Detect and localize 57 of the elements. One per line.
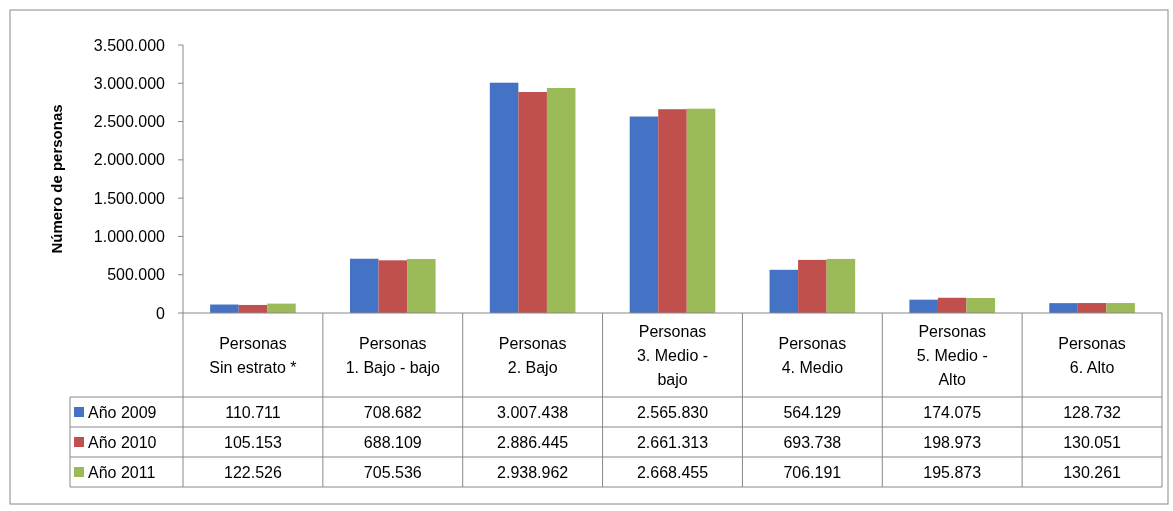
data-label: 130.261 <box>1063 463 1122 481</box>
y-tick-label: 1.000.000 <box>93 228 166 246</box>
y-tick-label: 3.500.000 <box>93 36 166 54</box>
data-label: 3.007.438 <box>497 403 569 421</box>
bar <box>546 87 576 313</box>
data-label: 708.682 <box>363 403 422 421</box>
bar <box>378 260 408 313</box>
data-label: 564.129 <box>783 403 842 421</box>
legend-label: Año 2010 <box>88 433 157 451</box>
bar <box>349 258 379 313</box>
data-label: 174.075 <box>923 403 982 421</box>
bar <box>909 299 938 313</box>
bar <box>686 108 716 313</box>
bar <box>518 91 547 313</box>
x-tick-label: Personas 3. Medio - bajo <box>636 322 709 388</box>
bar <box>1049 303 1078 313</box>
data-label: 2.668.455 <box>636 463 709 481</box>
data-label: 2.886.445 <box>497 433 569 451</box>
data-label: 130.051 <box>1063 433 1122 451</box>
bar <box>826 258 856 313</box>
y-tick-label: 0 <box>156 304 166 322</box>
data-label: 110.711 <box>225 403 281 421</box>
bar <box>658 109 687 313</box>
y-tick-label: 2.000.000 <box>93 151 166 169</box>
bar <box>769 269 799 313</box>
y-tick-label: 1.500.000 <box>93 189 166 207</box>
data-label: 706.191 <box>783 463 842 481</box>
legend-label: Año 2011 <box>88 463 156 481</box>
legend-label: Año 2009 <box>88 403 157 421</box>
bar <box>1106 303 1135 313</box>
data-label: 105.153 <box>224 433 282 451</box>
data-label: 2.661.313 <box>636 433 709 451</box>
y-axis-title: Número de personas <box>48 104 65 254</box>
bar <box>937 297 967 313</box>
data-label: 705.536 <box>363 463 422 481</box>
x-tick-label: Personas 4. Medio <box>778 334 847 376</box>
x-tick-label: Personas 1. Bajo - bajo <box>345 334 441 376</box>
data-label: 198.973 <box>923 433 982 451</box>
data-label: 195.873 <box>923 463 982 481</box>
bar <box>629 116 659 313</box>
data-label: 2.938.962 <box>497 463 569 481</box>
data-label: 122.526 <box>224 463 282 481</box>
bar <box>407 258 436 313</box>
data-label: 2.565.830 <box>636 403 709 421</box>
bar <box>798 259 827 313</box>
x-tick-label: Personas 6. Alto <box>1058 334 1126 376</box>
x-tick-label: Personas 5. Medio - Alto <box>916 322 988 388</box>
data-label: 693.738 <box>783 433 842 451</box>
bar <box>966 298 996 313</box>
data-label: 688.109 <box>363 433 422 451</box>
bar <box>489 82 519 313</box>
y-tick-label: 3.000.000 <box>93 74 166 92</box>
x-tick-label: Personas Sin estrato * <box>209 334 297 376</box>
y-tick-label: 500.000 <box>107 266 166 284</box>
x-tick-label: Personas 2. Bajo <box>498 334 567 376</box>
y-tick-label: 2.500.000 <box>93 113 166 131</box>
data-label: 128.732 <box>1063 403 1122 421</box>
